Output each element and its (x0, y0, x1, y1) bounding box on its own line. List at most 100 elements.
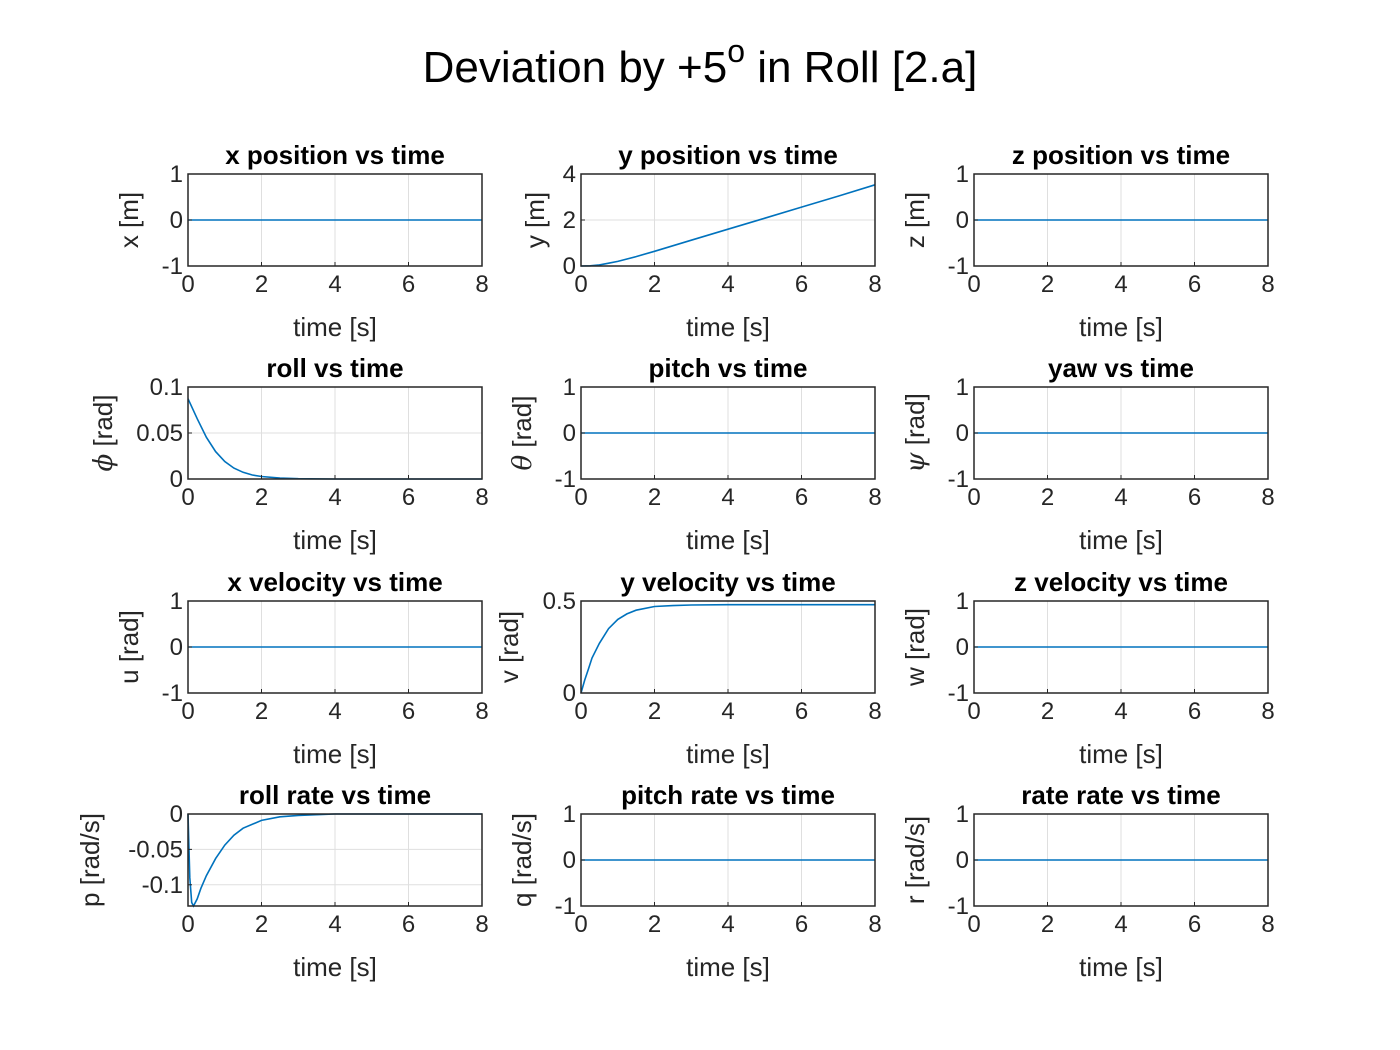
x-tick-label: 8 (868, 911, 881, 938)
subplot-y-position: 0 2 4 6 8 0 2 4 y position vs time time [s] y [m] (520, 140, 882, 342)
x-tick-label: 4 (328, 911, 341, 938)
y-axis-label-symbol: ψ (901, 452, 931, 473)
subplot-title: y position vs time (618, 140, 838, 170)
y-axis-label-unit: [rad] (507, 396, 537, 455)
x-axis-label: time [s] (293, 739, 377, 769)
y-tick-label: -1 (555, 893, 576, 920)
x-axis-label: time [s] (293, 952, 377, 982)
x-tick-label: 4 (1114, 484, 1127, 511)
y-axis-label-symbol: θ (508, 454, 538, 470)
x-tick-label: 0 (574, 271, 587, 298)
y-axis-label: z [m] (900, 192, 930, 248)
x-tick-label: 8 (1261, 698, 1274, 725)
y-tick-label: -1 (555, 466, 576, 493)
y-tick-label: 0.1 (150, 374, 183, 401)
x-axis-label: time [s] (686, 952, 770, 982)
x-tick-label: 6 (1188, 271, 1201, 298)
y-tick-label: 0 (170, 207, 183, 234)
subplot-title: z velocity vs time (1014, 567, 1228, 597)
y-tick-label: 1 (956, 801, 969, 828)
y-tick-label: 1 (956, 374, 969, 401)
x-tick-label: 4 (1114, 911, 1127, 938)
x-tick-label: 6 (402, 271, 415, 298)
x-tick-label: 8 (475, 911, 488, 938)
x-tick-label: 4 (721, 271, 734, 298)
subplot-title: roll vs time (266, 353, 403, 383)
x-axis-label: time [s] (686, 739, 770, 769)
subplot-title: pitch vs time (649, 353, 808, 383)
y-tick-label: 0 (956, 847, 969, 874)
x-tick-label: 6 (1188, 484, 1201, 511)
y-tick-label: 1 (956, 161, 969, 188)
y-axis-label: ψ [rad] (900, 393, 931, 473)
y-tick-label: -1 (948, 466, 969, 493)
subplot-title: roll rate vs time (239, 780, 431, 810)
x-tick-label: 8 (1261, 271, 1274, 298)
x-tick-label: 2 (648, 911, 661, 938)
y-tick-label: 0 (956, 420, 969, 447)
subplot-y-velocity: 0 2 4 6 8 0 0.5 y velocity vs time time [s] v [ra… (494, 567, 882, 769)
y-axis-label: u [rad] (114, 610, 144, 684)
series-line-roll-rate (187, 813, 482, 908)
y-tick-label: 4 (563, 161, 576, 188)
x-tick-label: 6 (795, 698, 808, 725)
y-axis-label: v [rad] (494, 611, 524, 683)
x-tick-label: 2 (255, 698, 268, 725)
y-axis-label: x [m] (114, 192, 144, 248)
x-tick-label: 2 (1041, 271, 1054, 298)
subplot-roll-rate: 0 2 4 6 8 -0.1 -0.05 0 roll rate vs time time [s]… (75, 780, 489, 982)
figure-title-superscript: o (727, 33, 745, 69)
y-tick-label: 0 (170, 634, 183, 661)
y-tick-label: 0.5 (543, 588, 576, 615)
y-tick-label: 0 (956, 634, 969, 661)
x-axis-label: time [s] (293, 312, 377, 342)
y-tick-label: -1 (948, 680, 969, 707)
x-tick-label: 6 (795, 911, 808, 938)
x-tick-label: 0 (181, 484, 194, 511)
x-tick-label: 8 (868, 484, 881, 511)
y-axis-label-symbol: ϕ (89, 453, 119, 471)
subplot-title: x position vs time (225, 140, 445, 170)
y-tick-label: -1 (162, 253, 183, 280)
x-tick-label: 6 (402, 698, 415, 725)
x-tick-label: 8 (475, 698, 488, 725)
x-axis-label: time [s] (1079, 952, 1163, 982)
x-tick-label: 4 (328, 271, 341, 298)
y-tick-label: 0 (563, 680, 576, 707)
x-tick-label: 0 (181, 698, 194, 725)
y-tick-label: 0 (563, 253, 576, 280)
x-tick-label: 2 (255, 484, 268, 511)
y-tick-label: 0 (563, 420, 576, 447)
y-tick-label: 0 (956, 207, 969, 234)
x-tick-label: 2 (1041, 484, 1054, 511)
subplot-title: rate rate vs time (1021, 780, 1220, 810)
y-tick-label: 2 (563, 207, 576, 234)
x-axis-label: time [s] (293, 525, 377, 555)
y-tick-label: 1 (563, 801, 576, 828)
y-axis-label-unit: [rad] (900, 393, 930, 452)
x-tick-label: 6 (795, 271, 808, 298)
x-tick-label: 8 (1261, 484, 1274, 511)
x-tick-label: 6 (1188, 698, 1201, 725)
y-tick-label: 0 (563, 847, 576, 874)
y-tick-label: -1 (948, 893, 969, 920)
figure-title: Deviation by +5o in Roll [2.a] (423, 33, 978, 92)
x-tick-label: 2 (648, 698, 661, 725)
y-axis-label-unit: [rad] (88, 395, 118, 454)
figure-title-tail: in Roll [2.a] (745, 43, 977, 92)
x-tick-label: 0 (181, 271, 194, 298)
series-line-y-velocity (580, 603, 875, 694)
x-tick-label: 6 (1188, 911, 1201, 938)
x-tick-label: 0 (967, 271, 980, 298)
x-tick-label: 8 (1261, 911, 1274, 938)
y-tick-label: -1 (162, 680, 183, 707)
